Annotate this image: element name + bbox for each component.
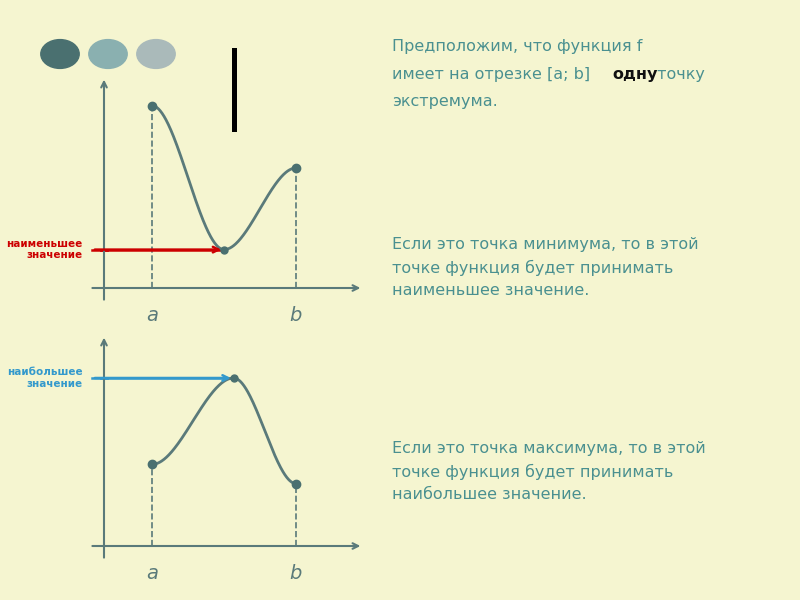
Bar <box>232 48 237 132</box>
Text: $\mathit{b}$: $\mathit{b}$ <box>290 306 302 325</box>
Text: $\mathit{a}$: $\mathit{a}$ <box>146 306 158 325</box>
Text: $\mathit{a}$: $\mathit{a}$ <box>146 564 158 583</box>
Text: Предположим, что функция f: Предположим, что функция f <box>392 39 642 54</box>
Text: наибольшее
значение: наибольшее значение <box>6 367 82 389</box>
Text: $\mathit{b}$: $\mathit{b}$ <box>290 564 302 583</box>
Text: точку: точку <box>652 67 705 82</box>
Text: Если это точка максимума, то в этой
точке функция будет принимать
наибольшее зна: Если это точка максимума, то в этой точк… <box>392 441 706 502</box>
Text: Если это точка минимума, то в этой
точке функция будет принимать
наименьшее знач: Если это точка минимума, то в этой точке… <box>392 237 698 298</box>
Text: наименьшее
значение: наименьшее значение <box>6 239 82 260</box>
Text: экстремума.: экстремума. <box>392 94 498 109</box>
Text: одну: одну <box>612 67 658 82</box>
Text: имеет на отрезке [a; b]: имеет на отрезке [a; b] <box>392 67 600 82</box>
